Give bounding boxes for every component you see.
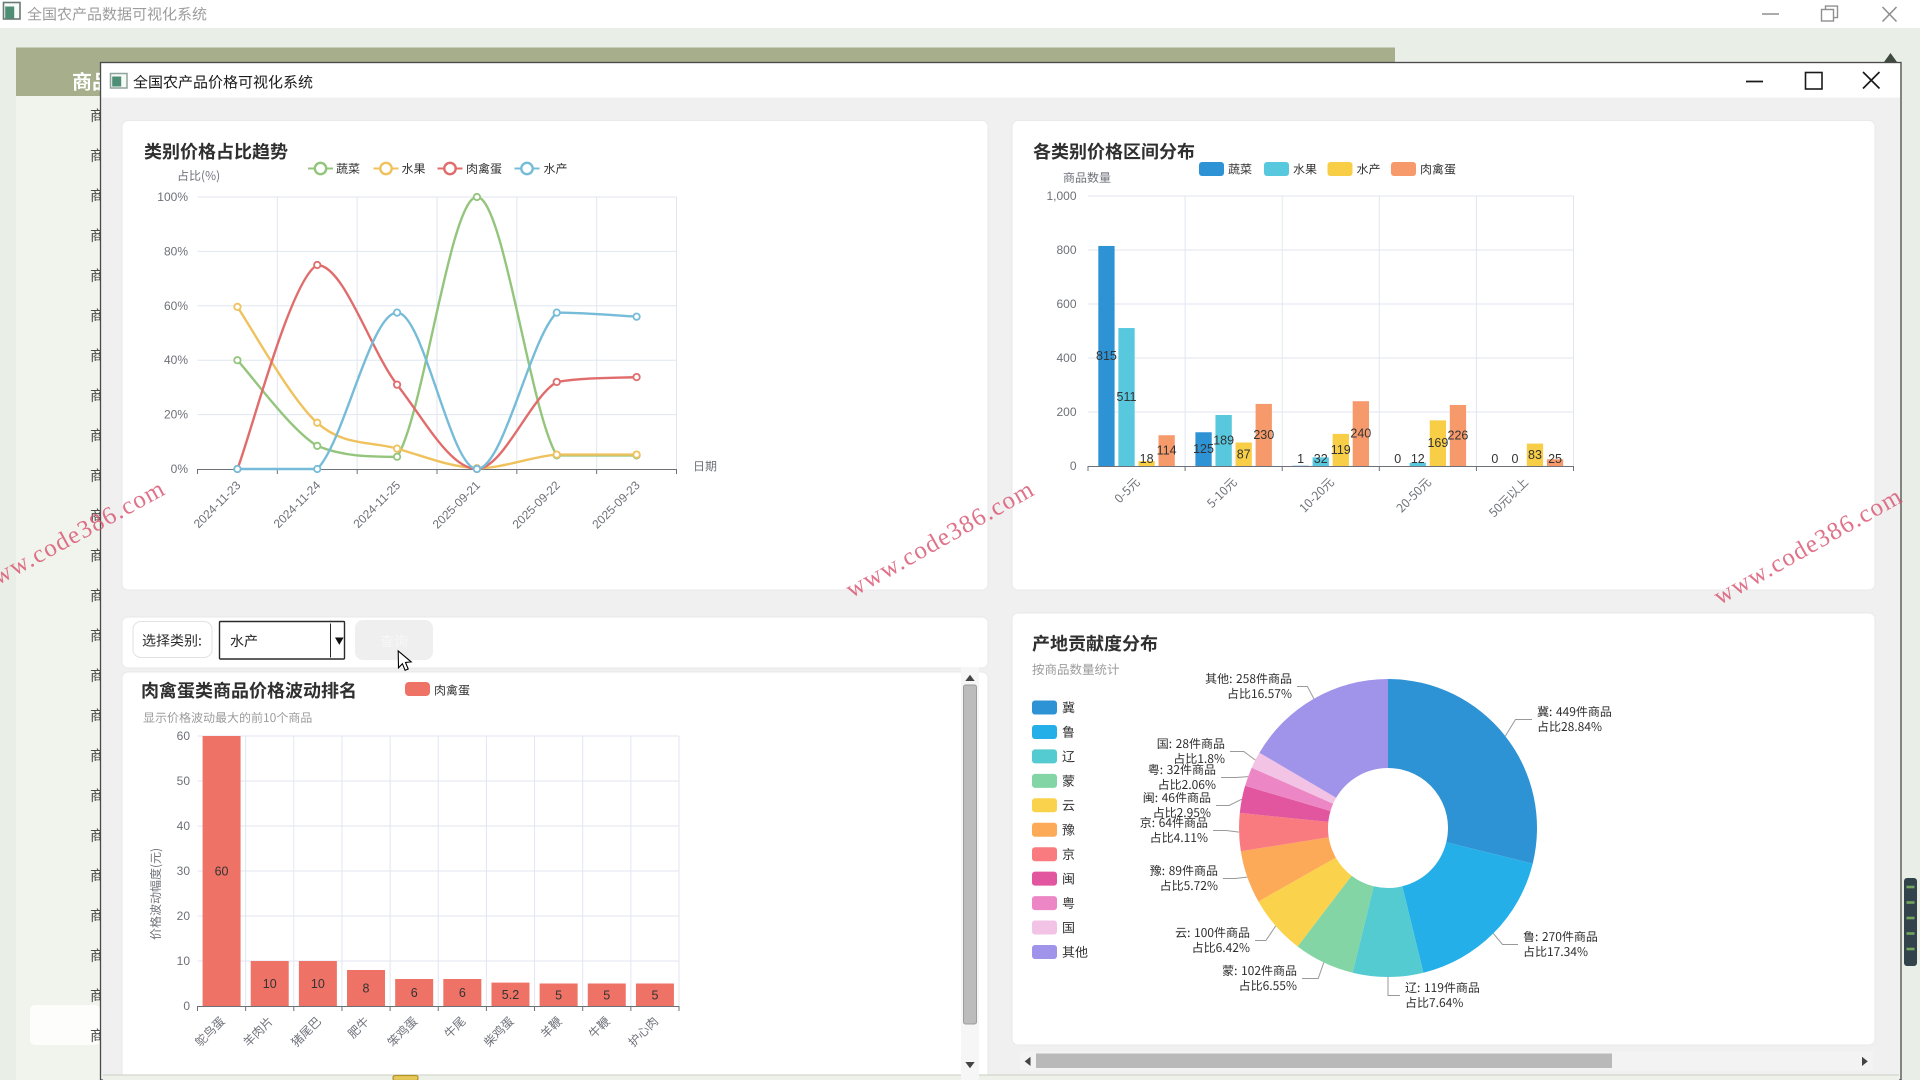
svg-text:400: 400: [1056, 351, 1076, 365]
svg-text:10: 10: [177, 954, 191, 968]
svg-text:0: 0: [1491, 452, 1498, 466]
svg-text:60%: 60%: [164, 299, 188, 313]
svg-text:50: 50: [177, 774, 191, 788]
svg-text:230: 230: [1253, 428, 1274, 442]
svg-text:32: 32: [1314, 452, 1328, 466]
svg-text:189: 189: [1213, 433, 1234, 447]
svg-text:20: 20: [177, 909, 191, 923]
svg-text:20%: 20%: [164, 408, 188, 422]
svg-text:80%: 80%: [164, 244, 188, 258]
svg-text:114: 114: [1157, 444, 1177, 458]
svg-text:0: 0: [1394, 452, 1401, 466]
svg-text:125: 125: [1193, 442, 1214, 456]
svg-text:12: 12: [1411, 452, 1425, 466]
svg-text:87: 87: [1237, 447, 1251, 461]
svg-text:10: 10: [311, 977, 325, 991]
svg-text:18: 18: [1140, 452, 1154, 466]
svg-text:83: 83: [1528, 448, 1542, 462]
svg-text:1,000: 1,000: [1046, 189, 1076, 203]
svg-text:25: 25: [1548, 452, 1562, 466]
svg-text:226: 226: [1448, 428, 1469, 442]
svg-text:6: 6: [411, 986, 418, 1000]
svg-text:815: 815: [1096, 349, 1117, 363]
svg-text:511: 511: [1117, 390, 1137, 404]
svg-text:0%: 0%: [171, 462, 189, 476]
svg-text:5.2: 5.2: [502, 988, 519, 1002]
svg-text:30: 30: [177, 864, 191, 878]
svg-text:60: 60: [177, 729, 191, 743]
svg-text:200: 200: [1056, 405, 1076, 419]
svg-text:6: 6: [459, 986, 466, 1000]
svg-text:1: 1: [1297, 452, 1304, 466]
svg-text:0: 0: [1070, 459, 1077, 473]
svg-text:100%: 100%: [157, 190, 188, 204]
svg-text:60: 60: [215, 865, 229, 879]
svg-text:5: 5: [651, 988, 658, 1002]
svg-text:5: 5: [603, 988, 610, 1002]
svg-text:40%: 40%: [164, 353, 188, 367]
svg-text:40: 40: [177, 819, 191, 833]
svg-text:169: 169: [1427, 436, 1448, 450]
svg-text:800: 800: [1056, 243, 1076, 257]
svg-text:0: 0: [1511, 452, 1518, 466]
svg-text:0: 0: [183, 999, 190, 1013]
svg-text:5: 5: [555, 988, 562, 1002]
svg-text:10: 10: [263, 977, 277, 991]
svg-text:8: 8: [363, 982, 370, 996]
svg-text:119: 119: [1331, 443, 1351, 457]
svg-text:600: 600: [1056, 297, 1076, 311]
svg-text:240: 240: [1350, 427, 1371, 441]
